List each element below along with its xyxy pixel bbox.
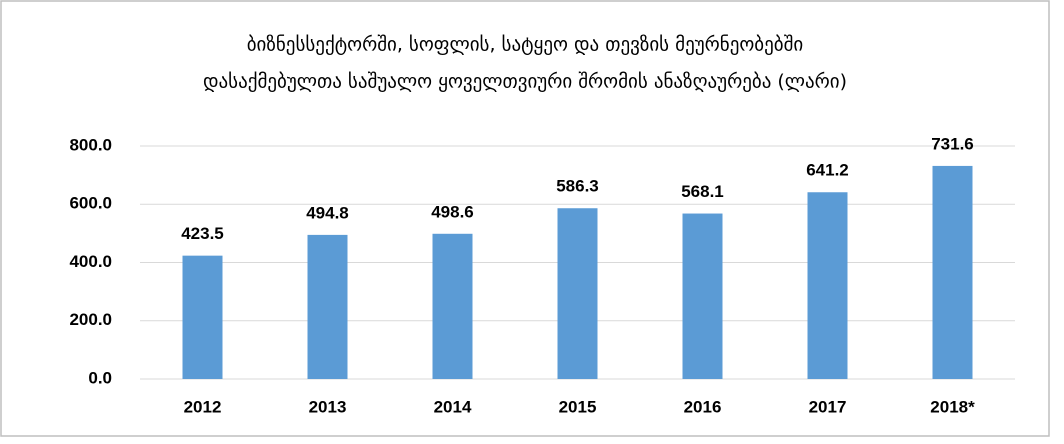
y-tick-label: 200.0 [69,310,112,329]
y-tick-label: 0.0 [88,368,112,387]
y-tick-label: 800.0 [69,135,112,154]
x-tick-label: 2014 [434,397,472,416]
chart-title-line: დასაქმებულთა საშუალო ყოველთვიური შრომის … [203,71,847,93]
y-tick-label: 600.0 [69,194,112,213]
bar [432,233,473,379]
x-tick-label: 2013 [309,397,347,416]
x-tick-label: 2016 [684,397,722,416]
data-label: 423.5 [181,224,224,243]
data-label: 494.8 [306,203,349,222]
data-label: 586.3 [556,177,599,196]
chart-border [0,0,1050,437]
x-tick-label: 2017 [809,397,847,416]
bar [932,165,973,379]
x-tick-label: 2015 [559,397,597,416]
data-label: 731.6 [931,134,974,153]
data-label: 498.6 [431,202,474,221]
data-label: 641.2 [806,161,849,180]
x-tick-label: 2018* [930,397,975,416]
bar [682,213,723,379]
bar [182,255,223,379]
y-tick-label: 400.0 [69,252,112,271]
bar [307,234,348,379]
chart-title-line: ბიზნესსექტორში, სოფლის, სატყეო და თევზის… [247,34,804,56]
bar [557,208,598,379]
data-label: 568.1 [681,182,724,201]
x-tick-label: 2012 [184,397,222,416]
bar [807,192,848,379]
